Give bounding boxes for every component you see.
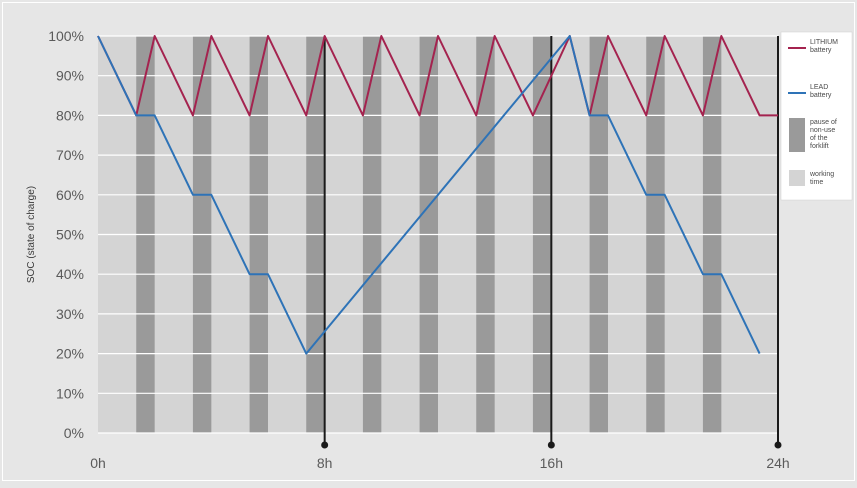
- x-tick-label-24h: 24h: [766, 455, 789, 471]
- series-line-lead: [97, 35, 761, 355]
- legend-label-working-1: working: [809, 171, 834, 178]
- y-tick-label-40: 40%: [56, 266, 84, 282]
- y-tick-label-60: 60%: [56, 187, 84, 203]
- legend-label-lithium-2: battery: [810, 47, 832, 54]
- series-line-lithium: [97, 35, 778, 117]
- y-tick-label-80: 80%: [56, 107, 84, 123]
- legend-label-pause-1: pause of: [810, 119, 837, 126]
- shift-marker-dot-8h: [321, 441, 329, 449]
- x-tick-label-16h: 16h: [540, 455, 563, 471]
- legend-label-lithium-1: LITHIUM: [810, 39, 838, 46]
- shift-marker-dot-16h: [547, 441, 555, 449]
- shift-marker-dot-24h: [774, 441, 782, 449]
- y-tick-label-30: 30%: [56, 306, 84, 322]
- x-tick-label-0h: 0h: [90, 455, 106, 471]
- y-tick-label-0: 0%: [64, 425, 84, 441]
- legend-label-lead-1: LEAD: [810, 84, 828, 91]
- x-tick-label-8h: 8h: [317, 455, 333, 471]
- legend-swatch-pause: [789, 118, 805, 152]
- y-tick-label-10: 10%: [56, 385, 84, 401]
- y-tick-label-90: 90%: [56, 68, 84, 84]
- y-tick-label-50: 50%: [56, 227, 84, 243]
- legend-label-pause-2: non-use: [810, 127, 835, 134]
- legend-label-working-2: time: [810, 179, 823, 186]
- y-tick-label-70: 70%: [56, 147, 84, 163]
- legend-label-pause-3: of the: [810, 135, 828, 142]
- legend-swatch-working: [789, 170, 805, 186]
- legend-box: [780, 31, 853, 201]
- legend-label-pause-4: forklift: [810, 143, 829, 150]
- y-tick-label-20: 20%: [56, 346, 84, 362]
- y-axis-label: SOC (state of charge): [26, 186, 37, 283]
- y-tick-label-100: 100%: [48, 28, 84, 44]
- legend-label-lead-2: battery: [810, 92, 832, 99]
